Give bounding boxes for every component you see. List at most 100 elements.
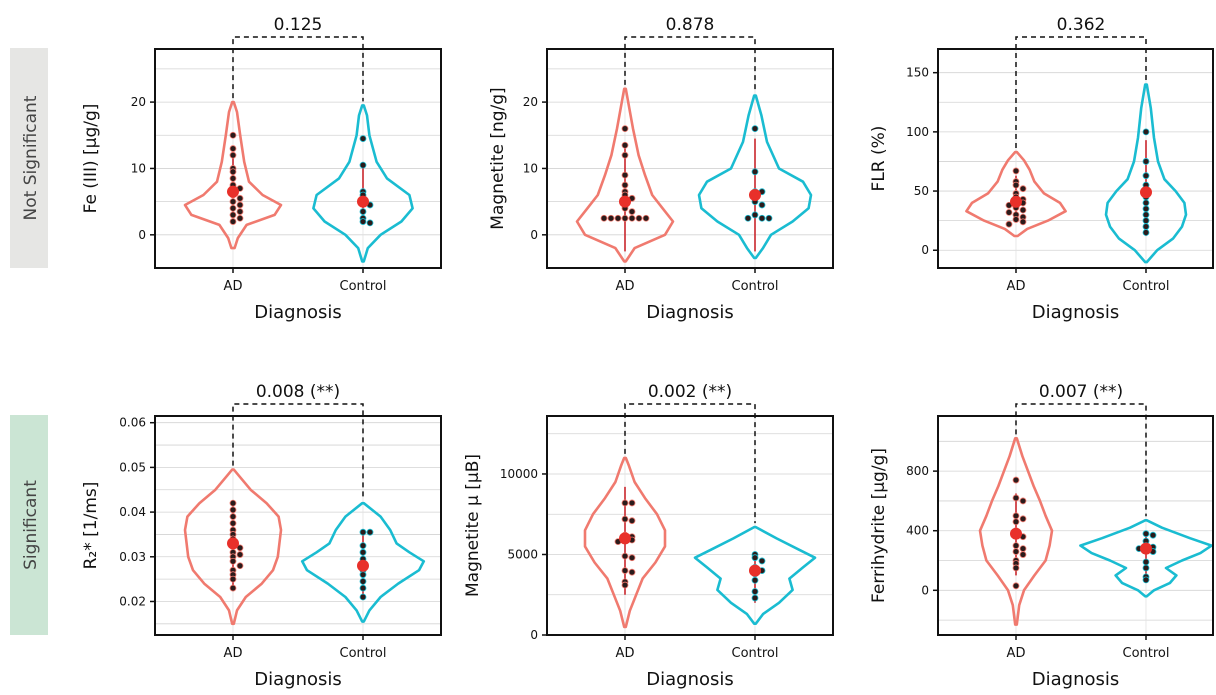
data-point-ad bbox=[229, 513, 237, 520]
y-tick-label: 0 bbox=[138, 228, 146, 242]
data-point-ad bbox=[229, 211, 237, 219]
data-point-ad bbox=[229, 557, 237, 565]
data-point-control bbox=[359, 548, 367, 556]
data-point-control bbox=[1149, 531, 1157, 539]
mean-marker-control bbox=[357, 559, 369, 572]
data-point-ad bbox=[607, 214, 615, 222]
violin-ad bbox=[965, 150, 1067, 238]
data-point-ad bbox=[229, 131, 237, 139]
data-point-ad bbox=[635, 214, 643, 222]
data-point-control bbox=[765, 214, 773, 222]
data-point-ad bbox=[229, 151, 237, 159]
data-point-control bbox=[758, 557, 766, 565]
y-tick-label: 5000 bbox=[507, 547, 538, 561]
data-point-ad bbox=[1019, 218, 1027, 226]
significance-bracket bbox=[624, 36, 756, 92]
x-tick-label-ad: AD bbox=[1007, 646, 1026, 661]
x-tick-label-control: Control bbox=[732, 646, 779, 661]
x-axis-label: Diagnosis bbox=[646, 302, 734, 323]
data-point-ad bbox=[1012, 512, 1020, 520]
data-point-ad bbox=[621, 181, 629, 189]
plot-frame bbox=[937, 415, 1214, 636]
data-point-ad bbox=[229, 584, 237, 592]
x-axis-label: Diagnosis bbox=[254, 302, 342, 323]
significance-bracket bbox=[624, 403, 756, 524]
data-point-ad bbox=[1019, 185, 1027, 193]
data-point-ad bbox=[236, 194, 244, 202]
data-point-control bbox=[1142, 564, 1150, 572]
data-point-control bbox=[751, 168, 759, 176]
data-point-ad bbox=[229, 145, 237, 152]
y-axis-label: R₂* [1/ms] bbox=[81, 482, 101, 570]
data-point-control bbox=[744, 214, 752, 222]
y-tick-label: 0.03 bbox=[119, 550, 146, 564]
y-tick-label: 0.04 bbox=[119, 505, 146, 519]
x-tick-label-ad: AD bbox=[224, 646, 243, 661]
data-point-control bbox=[1142, 229, 1150, 236]
data-point-control bbox=[758, 201, 766, 209]
mean-marker-control bbox=[1140, 186, 1152, 199]
x-axis-label: Diagnosis bbox=[646, 669, 734, 690]
mean-marker-ad bbox=[619, 532, 631, 545]
x-tick-label-control: Control bbox=[340, 279, 387, 294]
plot-frame bbox=[546, 415, 834, 636]
data-point-ad bbox=[1012, 582, 1020, 590]
data-point-ad bbox=[229, 519, 237, 527]
y-tick-label: 150 bbox=[906, 66, 929, 80]
data-point-ad bbox=[628, 499, 636, 507]
mean-marker-ad bbox=[227, 537, 239, 550]
data-point-ad bbox=[229, 499, 237, 507]
data-point-ad bbox=[1019, 497, 1027, 505]
data-point-ad bbox=[1012, 518, 1020, 526]
data-point-control bbox=[359, 577, 367, 585]
data-point-ad bbox=[621, 552, 629, 560]
data-point-ad bbox=[621, 515, 629, 523]
data-point-control bbox=[366, 219, 374, 227]
panel-1: 0.125 0 10 20 AD Control Diagnosis Fe (III) [µg… bbox=[81, 15, 442, 323]
y-axis-label: Magnetite µ [µB] bbox=[463, 454, 483, 597]
data-point-control bbox=[1142, 205, 1150, 213]
y-tick-label: 0 bbox=[921, 583, 929, 597]
y-axis-label: Magnetite [ng/g] bbox=[488, 87, 508, 229]
violin-ad bbox=[183, 100, 283, 250]
data-point-ad bbox=[614, 214, 622, 222]
x-tick-label-ad: AD bbox=[1007, 279, 1026, 294]
data-point-control bbox=[359, 208, 367, 215]
data-point-ad bbox=[229, 198, 237, 206]
x-tick-label-ad: AD bbox=[224, 279, 243, 294]
panel-4: 0.008 (**) 0.02 0.03 0.04 0.05 0.06 AD Control D… bbox=[81, 382, 442, 690]
data-point-control bbox=[1142, 530, 1150, 538]
y-tick-label: 50 bbox=[914, 184, 929, 198]
data-point-ad bbox=[236, 208, 244, 215]
significance-bracket bbox=[1015, 36, 1147, 148]
p-value-label: 0.002 (**) bbox=[648, 382, 732, 402]
data-point-control bbox=[1142, 558, 1150, 566]
mean-marker-control bbox=[749, 564, 761, 577]
data-point-control bbox=[1142, 158, 1150, 165]
data-point-ad bbox=[1019, 545, 1027, 552]
data-point-ad bbox=[621, 581, 629, 589]
data-point-ad bbox=[1012, 216, 1020, 223]
data-point-ad bbox=[628, 214, 636, 222]
data-point-control bbox=[359, 218, 367, 225]
x-tick-label-control: Control bbox=[1123, 279, 1170, 294]
violin-control bbox=[300, 501, 426, 623]
data-point-ad bbox=[628, 554, 636, 562]
data-point-ad bbox=[229, 168, 237, 176]
data-point-ad bbox=[1005, 220, 1013, 228]
data-point-control bbox=[751, 594, 759, 602]
data-point-ad bbox=[229, 175, 237, 182]
mean-marker-ad bbox=[1010, 527, 1022, 540]
data-point-control bbox=[1142, 223, 1150, 230]
data-point-ad bbox=[229, 575, 237, 583]
data-point-ad bbox=[229, 506, 237, 514]
row-label-significant: Significant bbox=[21, 480, 41, 570]
data-point-control bbox=[751, 125, 759, 133]
data-point-ad bbox=[621, 125, 629, 133]
y-tick-label: 800 bbox=[906, 464, 929, 478]
data-point-ad bbox=[621, 214, 629, 222]
violin-control bbox=[1079, 519, 1213, 598]
data-point-control bbox=[359, 571, 367, 579]
